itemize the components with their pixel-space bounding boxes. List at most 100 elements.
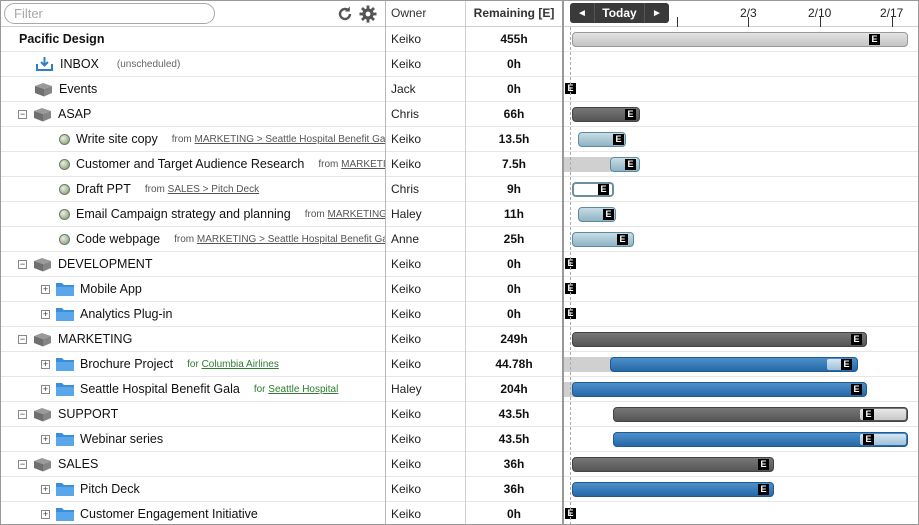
row-title[interactable]: Pitch Deck: [80, 482, 140, 496]
gantt-bar[interactable]: E: [572, 332, 867, 347]
row-title[interactable]: Events: [59, 82, 98, 96]
task-status-icon[interactable]: [59, 183, 70, 195]
column-divider[interactable]: [385, 0, 386, 525]
source-link[interactable]: MARKETING: [327, 208, 386, 220]
row-owner[interactable]: Chris: [391, 107, 420, 121]
list-item[interactable]: Events Jack 0h E: [0, 77, 919, 102]
today-button[interactable]: Today: [602, 6, 637, 20]
row-title[interactable]: DEVELOPMENT: [58, 257, 153, 271]
gantt-bar[interactable]: E: [572, 107, 640, 122]
remaining-column-header[interactable]: Remaining [E]: [473, 6, 555, 20]
collapse-toggle[interactable]: −: [18, 258, 27, 269]
list-item[interactable]: − ASAP Chris 66h E: [0, 102, 919, 127]
row-title[interactable]: Customer and Target Audience Research: [76, 157, 305, 171]
source-link[interactable]: MARKETING > Seattle Hospital Benefit Gal…: [196, 233, 385, 245]
gantt-bar[interactable]: E: [610, 357, 858, 372]
row-owner[interactable]: Keiko: [391, 307, 422, 321]
gantt-bar[interactable]: E: [572, 482, 774, 497]
row-title[interactable]: Brochure Project: [80, 357, 174, 371]
source-link[interactable]: SALES > Pitch Deck: [167, 183, 260, 195]
row-title[interactable]: Seattle Hospital Benefit Gala: [80, 382, 240, 396]
row-title[interactable]: Draft PPT: [76, 182, 131, 196]
row-owner[interactable]: Keiko: [391, 482, 422, 496]
list-item[interactable]: + Customer Engagement Initiative Keiko 0…: [0, 502, 919, 525]
row-title[interactable]: SUPPORT: [58, 407, 119, 421]
gantt-bar[interactable]: E: [610, 157, 640, 172]
gantt-bar[interactable]: E: [572, 182, 614, 197]
row-title[interactable]: Customer Engagement Initiative: [80, 507, 258, 521]
client-link[interactable]: Seattle Hospital: [268, 383, 339, 395]
row-owner[interactable]: Keiko: [391, 282, 422, 296]
list-item[interactable]: + Analytics Plug-in Keiko 0h E: [0, 302, 919, 327]
list-item[interactable]: − SALES Keiko 36h E: [0, 452, 919, 477]
task-status-icon[interactable]: [59, 133, 70, 145]
row-owner[interactable]: Keiko: [391, 57, 422, 71]
refresh-icon[interactable]: [336, 5, 354, 23]
row-title[interactable]: Analytics Plug-in: [80, 307, 173, 321]
expand-toggle[interactable]: +: [41, 283, 50, 294]
gear-icon[interactable]: [359, 5, 377, 23]
row-title[interactable]: Code webpage: [76, 232, 161, 246]
row-title[interactable]: Write site copy: [76, 132, 158, 146]
gantt-bar[interactable]: E: [572, 32, 908, 47]
row-owner[interactable]: Haley: [391, 382, 422, 396]
filter-input[interactable]: [4, 3, 215, 24]
row-title[interactable]: SALES: [58, 457, 99, 471]
task-status-icon[interactable]: [59, 158, 70, 170]
row-owner[interactable]: Keiko: [391, 332, 422, 346]
collapse-toggle[interactable]: −: [18, 108, 27, 119]
expand-toggle[interactable]: +: [41, 308, 50, 319]
expand-toggle[interactable]: +: [41, 433, 50, 444]
previous-button[interactable]: ◄: [570, 3, 595, 23]
row-owner[interactable]: Keiko: [391, 32, 422, 46]
expand-toggle[interactable]: +: [41, 483, 50, 494]
collapse-toggle[interactable]: −: [18, 333, 27, 344]
row-owner[interactable]: Chris: [391, 182, 420, 196]
gantt-bar[interactable]: E: [572, 232, 634, 247]
list-item[interactable]: Draft PPT from SALES > Pitch Deck Chris …: [0, 177, 919, 202]
list-item[interactable]: Write site copy from MARKETING > Seattle…: [0, 127, 919, 152]
row-owner[interactable]: Haley: [391, 207, 422, 221]
row-title[interactable]: ASAP: [58, 107, 92, 121]
gantt-divider[interactable]: [562, 0, 564, 525]
expand-toggle[interactable]: +: [41, 508, 50, 519]
list-item[interactable]: + Webinar series Keiko 43.5h E: [0, 427, 919, 452]
list-item[interactable]: − MARKETING Keiko 249h E: [0, 327, 919, 352]
row-owner[interactable]: Keiko: [391, 457, 422, 471]
row-owner[interactable]: Jack: [391, 82, 416, 96]
gantt-bar[interactable]: E: [578, 207, 616, 222]
row-owner[interactable]: Keiko: [391, 157, 422, 171]
task-status-icon[interactable]: [59, 208, 70, 220]
row-title[interactable]: Email Campaign strategy and planning: [76, 207, 291, 221]
collapse-toggle[interactable]: −: [18, 458, 27, 469]
list-item[interactable]: Pacific Design Keiko 455h E: [0, 27, 919, 52]
list-item[interactable]: Code webpage from MARKETING > Seattle Ho…: [0, 227, 919, 252]
collapse-toggle[interactable]: −: [18, 408, 27, 419]
owner-column-header[interactable]: Owner: [391, 6, 427, 20]
row-owner[interactable]: Keiko: [391, 357, 422, 371]
column-divider[interactable]: [465, 0, 466, 525]
row-owner[interactable]: Keiko: [391, 432, 422, 446]
list-item[interactable]: Customer and Target Audience Research fr…: [0, 152, 919, 177]
list-item[interactable]: + Seattle Hospital Benefit Gala for Seat…: [0, 377, 919, 402]
list-item[interactable]: − DEVELOPMENT Keiko 0h E: [0, 252, 919, 277]
row-owner[interactable]: Keiko: [391, 407, 422, 421]
source-link[interactable]: MARKETING > Seattle Hospital Benefit Gal…: [194, 133, 385, 145]
gantt-bar[interactable]: E: [613, 407, 908, 422]
expand-toggle[interactable]: +: [41, 383, 50, 394]
client-link[interactable]: Columbia Airlines: [201, 358, 279, 370]
list-item[interactable]: + Mobile App Keiko 0h E: [0, 277, 919, 302]
gantt-bar[interactable]: E: [613, 432, 908, 447]
gantt-bar[interactable]: E: [572, 457, 774, 472]
list-item[interactable]: INBOX (unscheduled) Keiko 0h: [0, 52, 919, 77]
expand-toggle[interactable]: +: [41, 358, 50, 369]
row-owner[interactable]: Keiko: [391, 507, 422, 521]
source-link[interactable]: MARKETING: [341, 158, 385, 170]
row-title[interactable]: MARKETING: [58, 332, 133, 346]
gantt-bar[interactable]: E: [578, 132, 626, 147]
list-item[interactable]: + Pitch Deck Keiko 36h E: [0, 477, 919, 502]
row-title[interactable]: Webinar series: [80, 432, 164, 446]
list-item[interactable]: + Brochure Project for Columbia Airlines…: [0, 352, 919, 377]
row-owner[interactable]: Keiko: [391, 257, 422, 271]
row-title[interactable]: INBOX: [60, 57, 99, 71]
